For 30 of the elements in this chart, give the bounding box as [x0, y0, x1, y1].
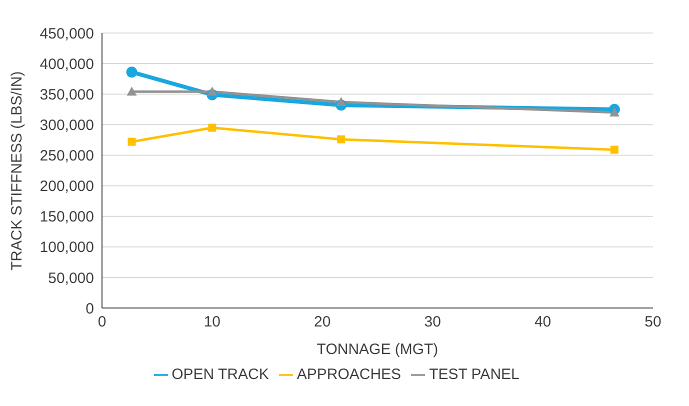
y-tick-label: 0 — [86, 300, 94, 318]
y-tick-label: 250,000 — [40, 148, 94, 165]
x-axis-title: TONNAGE (MGT) — [316, 341, 438, 358]
point — [126, 86, 137, 96]
x-tick-label: 30 — [424, 314, 441, 331]
point — [336, 97, 346, 106]
y-tick-label: 400,000 — [40, 56, 94, 73]
y-tick-label: 450,000 — [40, 25, 94, 42]
legend-label: TEST PANEL — [429, 366, 520, 383]
y-tick-label: 50,000 — [48, 270, 94, 287]
point — [207, 86, 218, 96]
point — [609, 107, 620, 116]
point — [610, 146, 618, 154]
y-tick-label: 300,000 — [40, 116, 94, 134]
x-tick-label: 20 — [314, 314, 331, 331]
point — [208, 124, 216, 132]
x-tick-label: 50 — [644, 314, 662, 331]
point — [128, 138, 136, 146]
y-tick-label: 350,000 — [40, 86, 94, 104]
x-tick-label: 0 — [98, 314, 106, 331]
y-axis-title: TRACK STIFFNESS (LBS/IN) — [8, 71, 26, 270]
point — [126, 66, 138, 78]
x-tick-label: 40 — [534, 314, 552, 331]
y-tick-label: 100,000 — [40, 239, 94, 256]
y-tick-label: 150,000 — [40, 208, 94, 226]
legend-label: OPEN TRACK — [172, 366, 269, 383]
x-tick-label: 10 — [204, 314, 221, 331]
point — [337, 135, 346, 144]
legend-label: APPROACHES — [296, 366, 402, 383]
y-tick-label: 200,000 — [40, 178, 94, 196]
